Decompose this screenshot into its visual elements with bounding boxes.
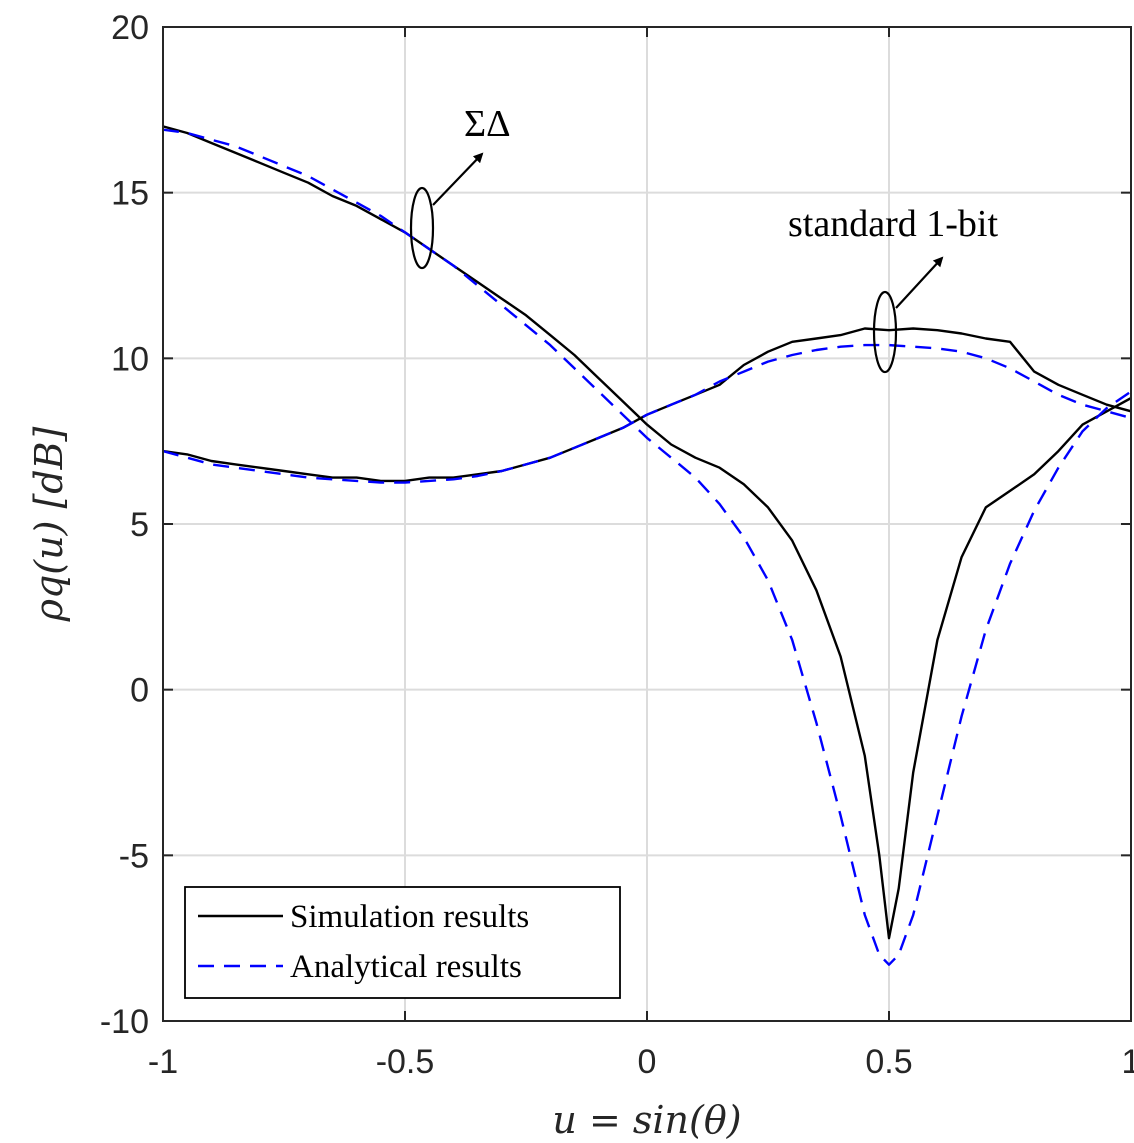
y-tick-label: 15 bbox=[111, 175, 149, 213]
series-line--simulation bbox=[163, 125, 1131, 940]
y-tick-label: -5 bbox=[119, 837, 149, 875]
annotation-standard-1bit: standard 1-bit bbox=[788, 203, 998, 374]
y-axis-title: ρq(u) [dB] bbox=[27, 426, 71, 622]
x-tick-label: 0.5 bbox=[865, 1043, 912, 1081]
annotation-sigma-delta: ΣΔ bbox=[409, 103, 511, 270]
series-lines bbox=[163, 125, 1131, 966]
x-tick-label: -0.5 bbox=[376, 1043, 435, 1081]
series-line-standard-1-bit-analytical bbox=[163, 343, 1131, 484]
legend-label-simulation: Simulation results bbox=[290, 899, 529, 935]
annotation-label-standard-1bit: standard 1-bit bbox=[788, 203, 998, 245]
x-tick-label: 0 bbox=[638, 1043, 657, 1081]
x-axis-title: u = sin(θ) bbox=[552, 1098, 741, 1142]
y-tick-label: 5 bbox=[130, 506, 149, 544]
y-tick-label: 20 bbox=[111, 9, 149, 47]
annotation-ellipse-sigma-delta bbox=[409, 186, 435, 270]
series-line--analytical bbox=[163, 128, 1131, 966]
y-ticks: -10 -5 0 5 10 15 20 bbox=[100, 9, 1131, 1041]
y-tick-label: 0 bbox=[130, 672, 149, 710]
annotation-arrow-sigma-delta bbox=[432, 152, 484, 206]
legend: Simulation results Analytical results bbox=[184, 886, 621, 999]
x-tick-label: 1 bbox=[1122, 1043, 1134, 1081]
x-ticks: -1 -0.5 0 0.5 1 bbox=[148, 27, 1134, 1081]
annotation-arrow-standard-1bit bbox=[895, 256, 944, 309]
x-tick-label: -1 bbox=[148, 1043, 178, 1081]
annotation-ellipse-standard-1bit bbox=[872, 290, 898, 374]
annotation-label-sigma-delta: ΣΔ bbox=[464, 103, 511, 145]
y-tick-label: 10 bbox=[111, 340, 149, 378]
legend-box bbox=[184, 886, 621, 999]
y-tick-label: -10 bbox=[100, 1003, 149, 1041]
legend-label-analytical: Analytical results bbox=[290, 949, 522, 985]
